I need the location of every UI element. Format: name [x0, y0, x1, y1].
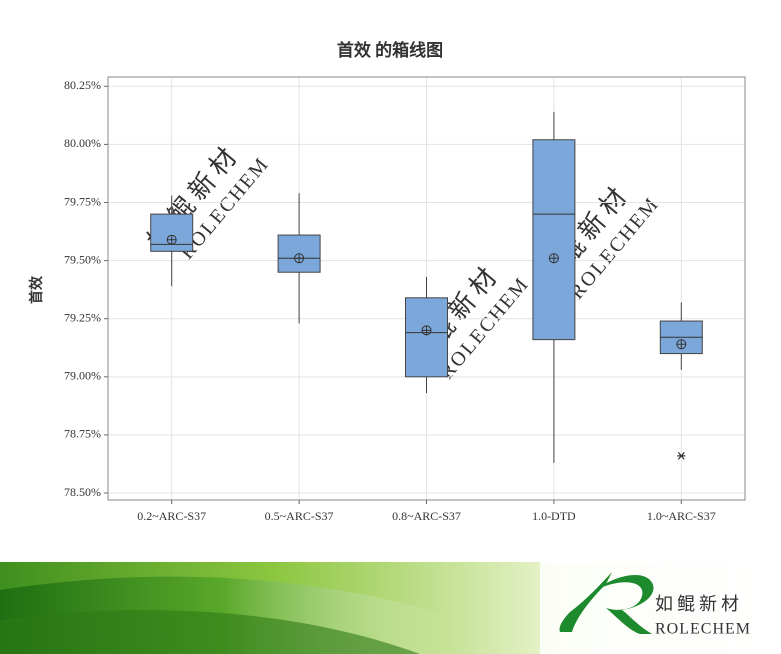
mean-marker	[294, 253, 305, 264]
mean-cross	[294, 253, 304, 263]
y-tick-label: 80.25%	[64, 78, 101, 92]
y-tick-label: 78.75%	[64, 427, 101, 441]
mean-marker	[548, 253, 559, 264]
mean-cross	[167, 235, 177, 245]
y-tick-label: 80.00%	[64, 136, 101, 150]
y-tick-label: 78.50%	[64, 485, 101, 499]
mean-marker	[676, 339, 687, 350]
x-tick-label: 0.8~ARC-S37	[392, 509, 461, 523]
box	[150, 213, 194, 252]
y-tick-label: 79.00%	[64, 369, 101, 383]
y-tick-label: 79.50%	[64, 252, 101, 266]
logo-mark	[559, 572, 654, 634]
mean-cross	[676, 339, 686, 349]
y-tick-label: 79.25%	[64, 310, 101, 324]
mean-cross	[549, 253, 559, 263]
y-tick-label: 79.75%	[64, 194, 101, 208]
x-tick-label: 1.0~ARC-S37	[647, 509, 716, 523]
y-axis-label: 首效	[28, 275, 45, 304]
mean-cross	[422, 325, 431, 335]
outlier	[677, 451, 686, 460]
logo-name-cn: 如鲲新材	[655, 594, 743, 614]
x-tick-label: 1.0-DTD	[532, 509, 576, 523]
x-tick-label: 0.5~ARC-S37	[265, 509, 334, 523]
mean-marker	[166, 234, 177, 245]
footer-banner: 如鲲新材 ROLECHEM	[0, 562, 781, 654]
logo-name-en: ROLECHEM	[655, 621, 751, 638]
mean-marker	[421, 325, 432, 336]
box	[532, 139, 576, 341]
chart-title: 首效 的箱线图	[337, 40, 443, 60]
box	[405, 297, 448, 378]
banner-swoosh	[0, 610, 420, 654]
x-tick-label: 0.2~ARC-S37	[137, 509, 206, 523]
